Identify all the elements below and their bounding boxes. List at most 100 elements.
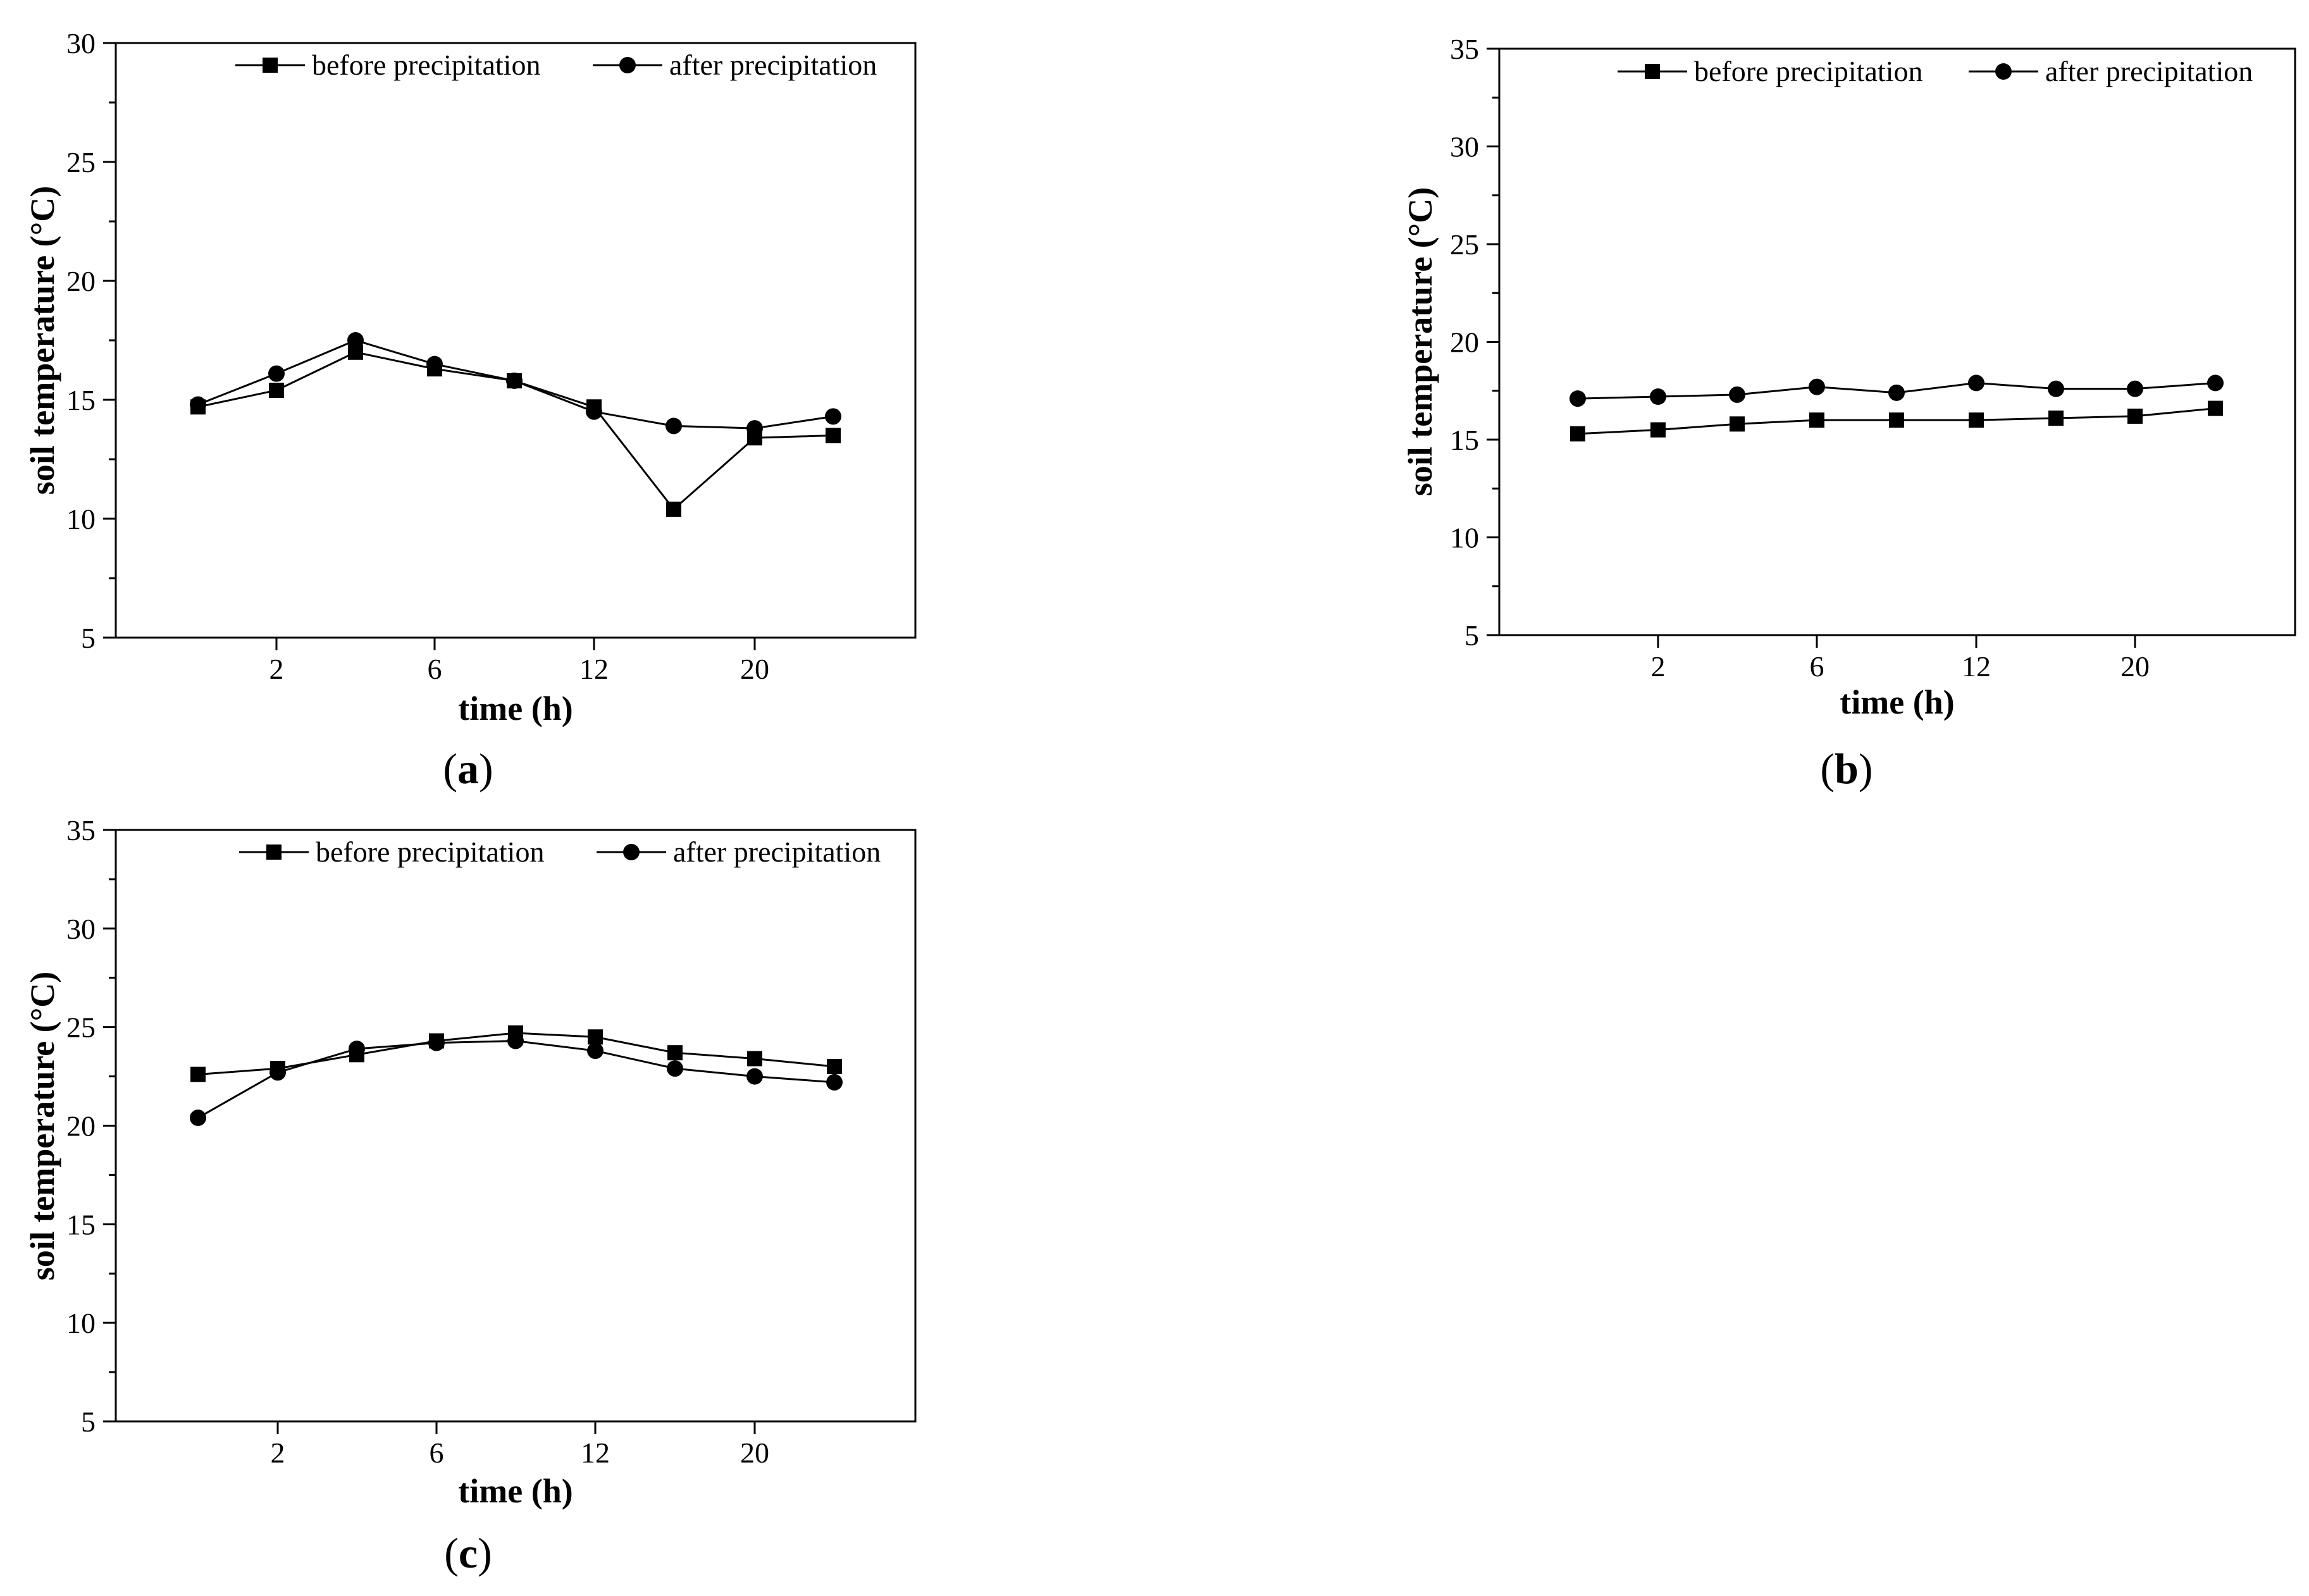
x-tick-label: 6 — [428, 653, 442, 685]
y-tick-label: 10 — [1450, 522, 1479, 554]
series-line — [197, 1039, 835, 1119]
x-tick-label: 2 — [271, 1437, 285, 1469]
y-tick-label: 35 — [66, 814, 96, 846]
data-point — [1809, 378, 1825, 395]
legend-label: after precipitation — [2045, 55, 2253, 87]
y-axis-title: soil temperature (°C) — [1401, 187, 1439, 496]
x-axis-title: time (h) — [458, 1472, 573, 1510]
y-tick-label: 30 — [66, 913, 96, 945]
data-point — [269, 382, 284, 398]
y-tick-label: 5 — [81, 622, 96, 654]
series-after-precipitation — [1569, 374, 2224, 407]
legend-label: before precipitation — [316, 836, 544, 868]
caption-c: (c) — [444, 1529, 492, 1577]
data-point — [269, 1064, 286, 1081]
legend-label: after precipitation — [673, 836, 881, 868]
y-tick-label: 25 — [1450, 228, 1479, 261]
panel-b-chart: 5 10 15 20 25 30 35 2 6 12 20 time (h) soil temperat… — [1401, 33, 2296, 721]
y-tick-label: 20 — [66, 265, 96, 297]
data-point — [349, 1040, 365, 1057]
data-point — [1570, 426, 1585, 442]
y-tick-label: 35 — [1450, 33, 1479, 65]
y-tick-label: 30 — [66, 27, 96, 59]
caption-a: (a) — [443, 745, 493, 793]
data-point — [506, 372, 523, 389]
data-point — [666, 501, 681, 517]
plot-frame — [115, 42, 917, 639]
data-point — [2127, 380, 2143, 397]
data-point — [2207, 374, 2224, 392]
data-point — [1889, 412, 1904, 428]
y-axis-title: soil temperature (°C) — [23, 972, 61, 1280]
legend-label: before precipitation — [312, 49, 540, 81]
data-point — [190, 1110, 206, 1127]
data-point — [586, 403, 602, 420]
data-point — [667, 1045, 683, 1061]
data-point — [268, 365, 285, 382]
data-point — [1569, 390, 1586, 407]
data-point — [2048, 380, 2064, 397]
x-tick-label: 6 — [1810, 650, 1824, 683]
y-tick-label: 25 — [66, 1011, 96, 1044]
data-point — [190, 1067, 206, 1082]
legend-marker-circle — [619, 57, 636, 73]
y-tick-label: 5 — [1464, 619, 1479, 652]
data-point — [825, 408, 841, 425]
y-tick-label: 20 — [1450, 326, 1479, 359]
y-tick-label: 5 — [81, 1406, 96, 1438]
data-point — [1809, 412, 1824, 428]
data-point — [1650, 388, 1666, 405]
data-point — [826, 428, 841, 443]
data-point — [587, 1042, 604, 1060]
x-tick-label: 6 — [430, 1437, 444, 1469]
x-axis-title: time (h) — [458, 690, 573, 727]
legend: before precipitation after precipitation — [235, 49, 877, 81]
data-point — [1650, 422, 1666, 438]
y-tick-label: 25 — [66, 146, 96, 178]
legend-label: before precipitation — [1694, 55, 1922, 87]
data-point — [507, 1032, 524, 1049]
y-tick-label: 10 — [66, 503, 96, 535]
series-before-precipitation — [190, 344, 841, 517]
x-tick-label: 12 — [1962, 650, 1991, 683]
data-point — [1730, 416, 1745, 432]
y-tick-label: 15 — [1450, 424, 1479, 456]
data-point — [746, 1068, 763, 1085]
data-point — [2048, 411, 2064, 426]
legend-marker-square — [266, 844, 282, 860]
data-point — [827, 1059, 842, 1074]
data-point — [747, 1051, 762, 1067]
legend-marker-circle — [623, 844, 640, 860]
data-point — [190, 396, 206, 413]
data-point — [588, 1029, 603, 1045]
legend: before precipitation after precipitation — [239, 836, 881, 868]
panel-a-chart: 5 10 15 20 25 30 2 6 12 20 time (h) soil temperatur… — [23, 27, 917, 727]
series-after-precipitation — [190, 332, 841, 437]
legend-label: after precipitation — [669, 49, 877, 81]
x-tick-label: 20 — [2120, 650, 2150, 683]
data-point — [826, 1073, 843, 1091]
caption-b: (b) — [1820, 745, 1873, 793]
legend-marker-circle — [1995, 63, 2012, 80]
x-tick-label: 12 — [581, 1437, 610, 1469]
legend-marker-square — [263, 58, 278, 73]
y-tick-label: 20 — [66, 1110, 96, 1142]
y-axis-title: soil temperature (°C) — [23, 186, 61, 495]
data-point — [1729, 386, 1745, 403]
y-tick-label: 15 — [66, 1208, 96, 1240]
plot-frame — [115, 829, 917, 1423]
data-point — [667, 1060, 683, 1077]
series-after-precipitation — [190, 1032, 843, 1127]
y-tick-label: 10 — [66, 1307, 96, 1339]
data-point — [426, 356, 443, 373]
data-point — [1968, 374, 1984, 392]
legend: before precipitation after precipitation — [1618, 55, 2253, 87]
data-point — [1888, 384, 1905, 401]
data-point — [1969, 412, 1984, 428]
data-point — [746, 420, 763, 437]
x-tick-label: 20 — [740, 1437, 769, 1469]
data-point — [2208, 400, 2223, 416]
series-before-precipitation — [1570, 400, 2223, 442]
data-point — [665, 418, 682, 435]
